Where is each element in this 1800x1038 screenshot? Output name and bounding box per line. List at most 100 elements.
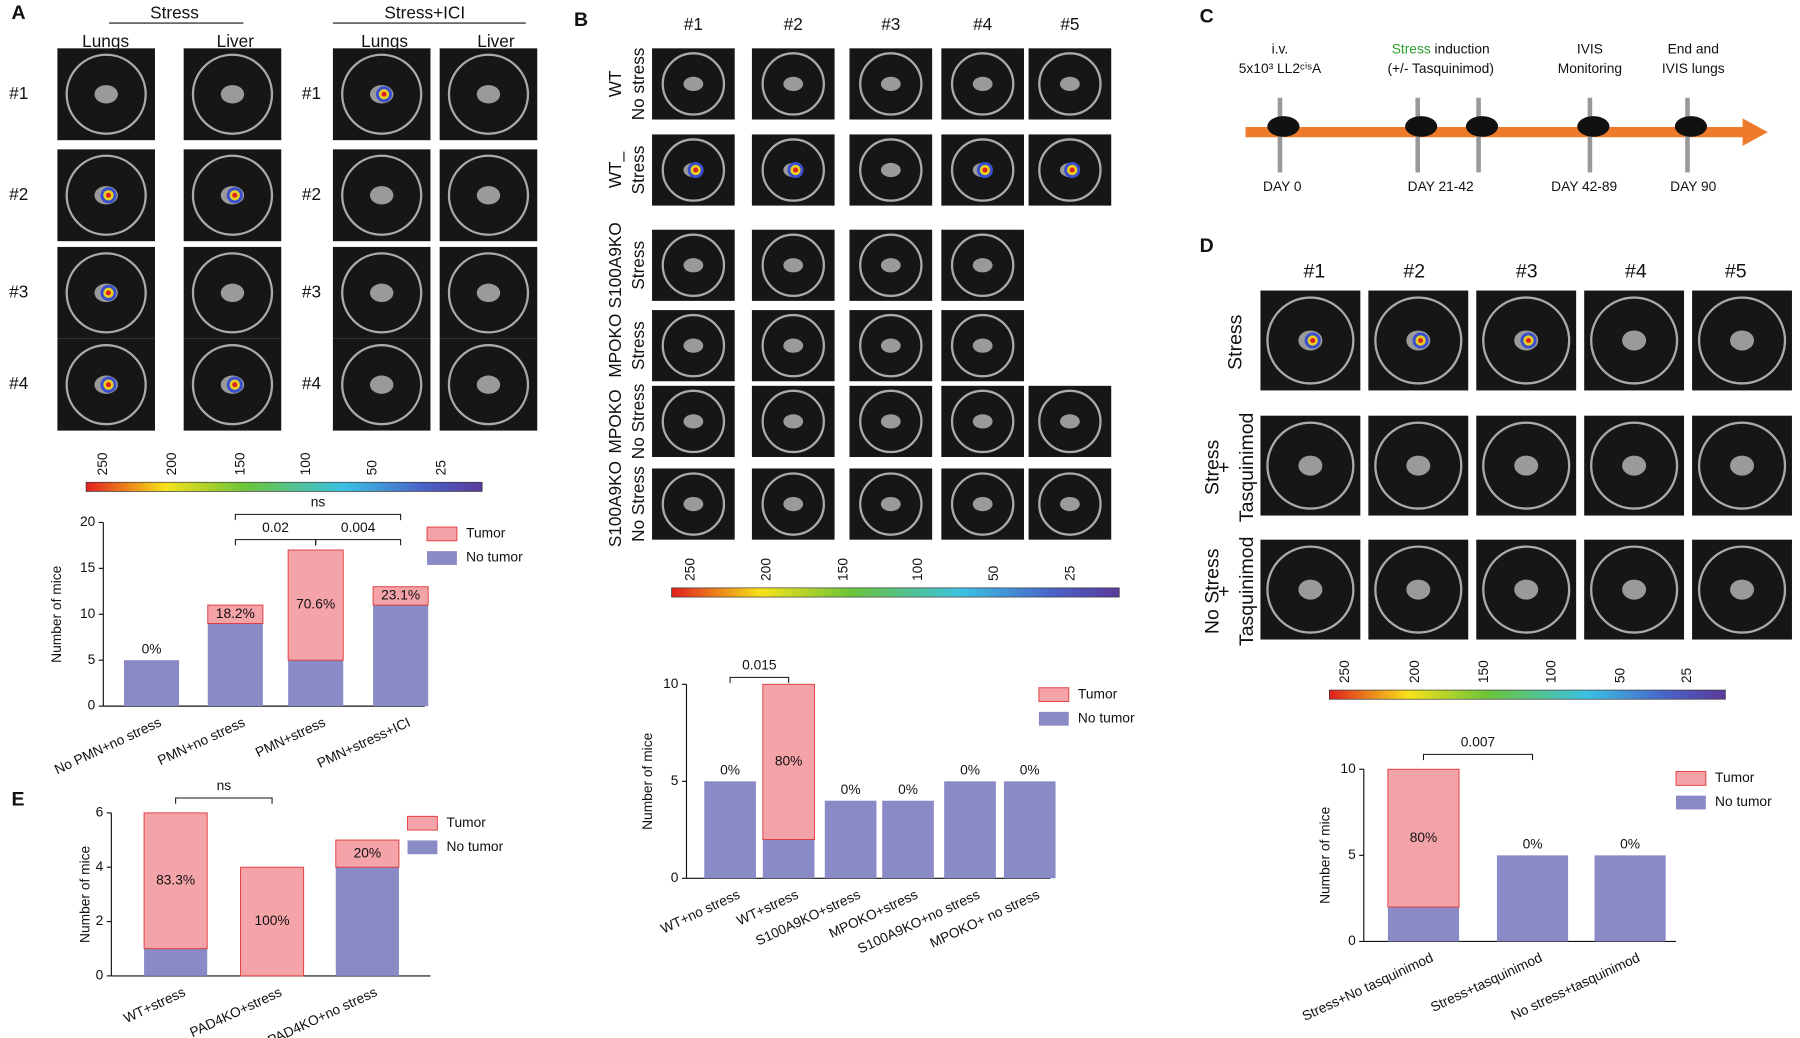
signal-core [1418, 337, 1424, 344]
y-tick-label: 10 [1340, 761, 1356, 776]
x-tick-label: Stress+No tasquinimod [1300, 950, 1436, 1024]
dish-ring [1266, 421, 1355, 510]
specimen-image [652, 385, 735, 458]
specimen-image [332, 48, 431, 141]
dish-ring [341, 154, 423, 236]
specimen-image [849, 385, 933, 458]
legend-label: Tumor [1078, 686, 1118, 701]
signal-core [105, 382, 112, 388]
tissue [1059, 414, 1080, 429]
signal-core [232, 192, 238, 198]
bar-segment [207, 604, 264, 624]
column-label: #2 [1403, 260, 1425, 282]
step-text-part: End and [1668, 41, 1719, 56]
bar-segment [335, 839, 400, 868]
row-label: WT_ [605, 151, 625, 188]
row-label: S100A9KO [605, 461, 625, 547]
specimen-image [751, 134, 835, 206]
dish-ring [859, 52, 923, 116]
step-text: Monitoring [1558, 61, 1622, 76]
dish-ring [1697, 421, 1787, 510]
dish-ring [661, 472, 726, 536]
tissue [220, 283, 245, 303]
tissue [1730, 455, 1755, 476]
specimen-image [439, 246, 538, 339]
legend-label: Tumor [466, 526, 506, 541]
dish-ring [1482, 421, 1571, 510]
colorbar-tick-label: 25 [1679, 668, 1694, 684]
dish-ring [859, 233, 923, 298]
bar-segment [762, 839, 815, 879]
bar-segment [1594, 855, 1666, 942]
specimen-image [941, 229, 1024, 301]
y-tick-label: 20 [80, 514, 96, 529]
mouse-icon [1577, 116, 1610, 137]
x-tick-label: PMN+stress+ICI [315, 715, 413, 771]
tissue [783, 338, 804, 353]
percent-label: 18.2% [216, 606, 255, 621]
bar-segment [762, 683, 815, 840]
tissue [369, 186, 394, 205]
dish-ring [761, 472, 825, 536]
legend-label: No tumor [466, 550, 523, 565]
dish-ring [950, 52, 1015, 116]
tissue [783, 258, 804, 273]
specimen-image [332, 338, 431, 431]
dish-ring [950, 389, 1015, 454]
specimen-image [849, 48, 933, 120]
bar-segment [207, 623, 263, 707]
mouse-icon [1465, 116, 1499, 137]
specimen-image [941, 134, 1024, 206]
panel-label: D [1200, 235, 1214, 257]
y-tick-label: 6 [96, 805, 104, 820]
specimen-image [941, 385, 1024, 458]
percent-label: 0% [960, 763, 980, 778]
tissue [972, 258, 993, 273]
column-label: Lungs [361, 31, 408, 51]
dish-ring [950, 472, 1015, 536]
dish-ring [191, 252, 274, 334]
significance-bracket [1422, 753, 1534, 761]
colorbar [671, 587, 1120, 598]
tissue [683, 338, 704, 353]
specimen-image [652, 310, 735, 382]
x-tick-label: MPOKO+ no stress [928, 887, 1042, 951]
dish-ring [661, 52, 726, 116]
significance-bracket [234, 513, 402, 521]
dish-ring [761, 313, 825, 378]
step-text-part: IVIS lungs [1662, 61, 1725, 76]
tissue [1622, 455, 1647, 476]
day-label: DAY 21-42 [1408, 179, 1474, 194]
specimen-image [849, 229, 933, 301]
row-label: Stress [1202, 439, 1224, 495]
panel-label: E [11, 788, 24, 810]
legend-swatch [1675, 771, 1707, 786]
dish-ring [65, 154, 147, 236]
specimen-image [1584, 415, 1685, 516]
dish-ring [447, 252, 530, 334]
colorbar-tick-label: 25 [1063, 565, 1078, 581]
tissue [476, 186, 501, 205]
signal-core [693, 167, 699, 173]
bar-segment [240, 866, 305, 977]
specimen-image [1368, 290, 1469, 391]
dish-ring [661, 138, 726, 202]
specimen-image [652, 229, 735, 301]
panel-label: C [1200, 5, 1214, 27]
specimen-image [849, 310, 933, 382]
significance-label: ns [217, 778, 232, 793]
tissue [1406, 455, 1431, 476]
y-axis-label: Number of mice [49, 565, 64, 662]
dish-ring [1590, 296, 1679, 385]
specimen-image [1584, 290, 1685, 391]
signal-core [381, 91, 387, 97]
dish-ring [447, 154, 530, 236]
signal-core [1310, 337, 1316, 344]
tissue [1059, 496, 1080, 512]
tissue [972, 414, 993, 429]
tissue [880, 162, 901, 178]
y-tick-label: 4 [96, 859, 104, 874]
specimen-image [941, 468, 1024, 540]
dish-ring [950, 138, 1015, 202]
row-label: Tasquinimod [1236, 537, 1258, 646]
